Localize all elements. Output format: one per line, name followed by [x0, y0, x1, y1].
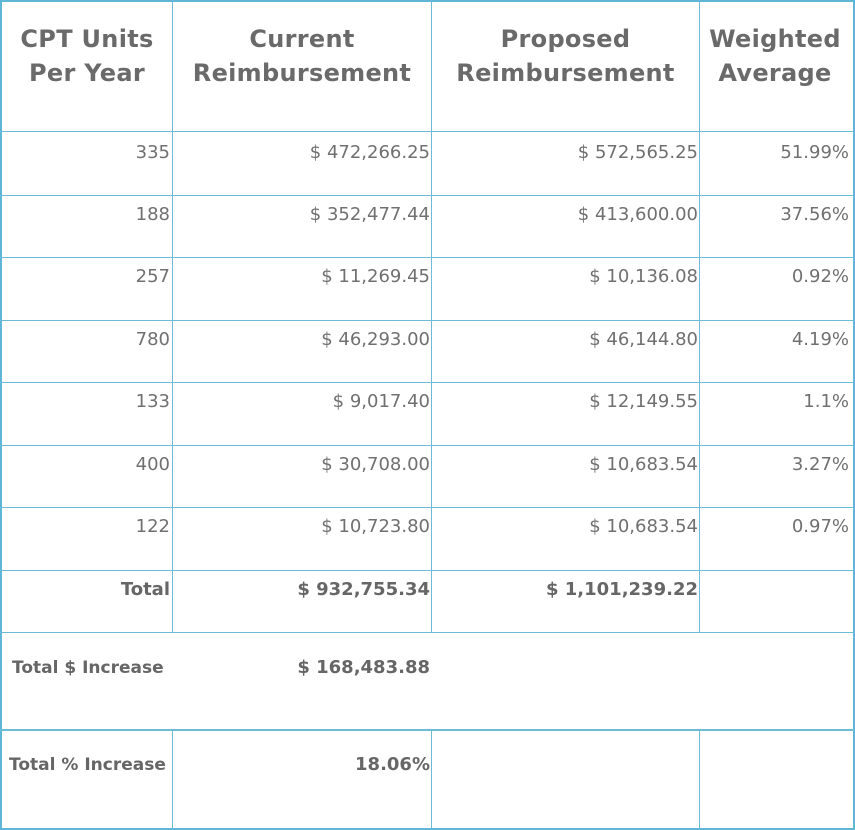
weighted-cell: 37.56% [780, 204, 849, 225]
units-cell: 122 [135, 516, 170, 537]
current-cell: $ 9,017.40 [332, 391, 430, 412]
grid-line [0, 195, 855, 196]
grid-line [699, 729, 700, 828]
current-cell: $ 46,293.00 [321, 329, 430, 350]
header-line: Reimbursement [192, 59, 412, 87]
header-proposed-reimbursement: Proposed Reimbursement [432, 22, 699, 90]
grid-line [0, 632, 855, 633]
proposed-cell: $ 10,683.54 [589, 516, 698, 537]
units-cell: 400 [135, 454, 170, 475]
grid-line [0, 131, 855, 132]
header-line: CPT Units [20, 25, 154, 53]
header-line: Average [718, 59, 832, 87]
dollar-increase-label: Total $ Increase [12, 658, 164, 678]
proposed-cell: $ 413,600.00 [577, 204, 698, 225]
weighted-cell: 0.97% [791, 516, 849, 537]
grid-line [0, 570, 855, 571]
proposed-cell: $ 10,136.08 [589, 266, 698, 287]
grid-line [431, 729, 432, 828]
header-line: Proposed [500, 25, 631, 53]
proposed-cell: $ 12,149.55 [589, 391, 698, 412]
header-current-reimbursement: Current Reimbursement [173, 22, 431, 90]
units-cell: 335 [135, 142, 170, 163]
grid-line [0, 257, 855, 258]
total-current: $ 932,755.34 [297, 579, 430, 600]
weighted-cell: 4.19% [791, 329, 849, 350]
grid-line [0, 507, 855, 508]
units-cell: 133 [135, 391, 170, 412]
weighted-cell: 0.92% [791, 266, 849, 287]
current-cell: $ 11,269.45 [321, 266, 430, 287]
grid-line [0, 320, 855, 321]
header-line: Reimbursement [456, 59, 675, 87]
weighted-cell: 1.1% [803, 391, 849, 412]
grid-line [699, 0, 700, 632]
header-weighted-average: Weighted Average [700, 22, 850, 90]
weighted-cell: 3.27% [791, 454, 849, 475]
grid-line [0, 729, 855, 731]
proposed-cell: $ 46,144.80 [589, 329, 698, 350]
current-cell: $ 10,723.80 [321, 516, 430, 537]
grid-line [0, 445, 855, 446]
header-line: Per Year [29, 59, 145, 87]
header-cpt-units: CPT Units Per Year [2, 22, 172, 90]
proposed-cell: $ 572,565.25 [577, 142, 698, 163]
current-cell: $ 352,477.44 [309, 204, 430, 225]
grid-line [172, 729, 173, 828]
weighted-cell: 51.99% [780, 142, 849, 163]
total-label: Total [120, 579, 170, 600]
grid-line [431, 0, 432, 632]
percent-increase-label: Total % Increase [9, 755, 166, 775]
grid-line [172, 0, 173, 632]
current-cell: $ 30,708.00 [321, 454, 430, 475]
units-cell: 780 [135, 329, 170, 350]
total-proposed: $ 1,101,239.22 [545, 579, 698, 600]
dollar-increase-value: $ 168,483.88 [297, 657, 430, 678]
grid-line [0, 382, 855, 383]
units-cell: 188 [135, 204, 170, 225]
units-cell: 257 [135, 266, 170, 287]
percent-increase-value: 18.06% [355, 754, 430, 775]
header-line: Weighted [709, 25, 841, 53]
proposed-cell: $ 10,683.54 [589, 454, 698, 475]
current-cell: $ 472,266.25 [309, 142, 430, 163]
header-line: Current [249, 25, 355, 53]
